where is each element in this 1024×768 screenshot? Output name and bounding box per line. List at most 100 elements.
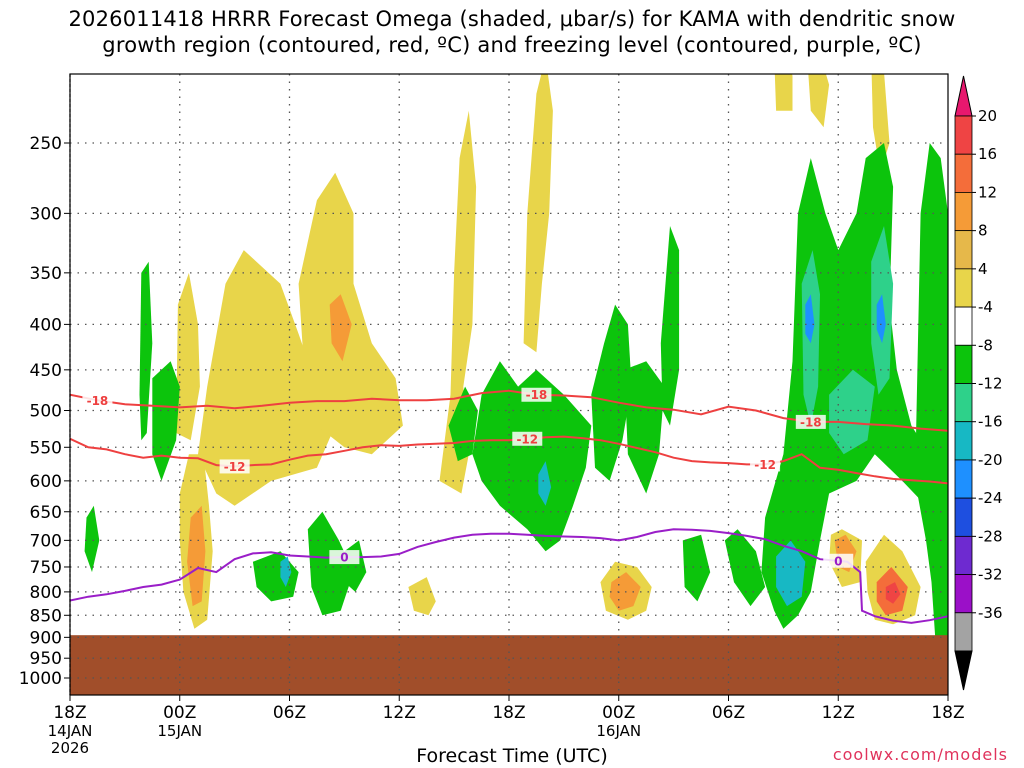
- omega-region: [152, 361, 180, 481]
- omega-region: [298, 172, 403, 455]
- colorbar-label: -24: [978, 489, 1003, 507]
- contour-line--12: [70, 435, 948, 485]
- omega-region: [808, 74, 830, 128]
- y-tick-label: 800: [30, 583, 62, 603]
- colorbar-label: -36: [978, 604, 1003, 622]
- contour-label-bg: [823, 553, 854, 568]
- colorbar-label: 4: [978, 260, 988, 278]
- contour-label-bg: [82, 393, 113, 408]
- y-tick-label: 300: [30, 204, 62, 224]
- colorbar-segment: [954, 268, 973, 308]
- colorbar-label: 16: [978, 145, 997, 163]
- colorbar-label: -4: [978, 298, 993, 316]
- x-tick-label: 06Z: [712, 703, 745, 723]
- colorbar-label: -16: [978, 413, 1003, 431]
- omega-region: [660, 226, 680, 426]
- contour-label-bg: [512, 431, 543, 446]
- colorbar-label: -8: [978, 336, 993, 354]
- x-tick-label: 12Z: [822, 703, 855, 723]
- colorbar-label: -12: [978, 375, 1003, 393]
- contour-label: 0: [834, 554, 842, 568]
- colorbar-segment: [954, 535, 973, 575]
- x-axis-label: Forecast Time (UTC): [416, 745, 608, 767]
- colorbar-segment: [954, 306, 973, 346]
- omega-region: [198, 250, 336, 506]
- contour-label-bg: [750, 457, 781, 472]
- y-tick-label: 950: [30, 649, 62, 669]
- contour-label: -18: [526, 388, 548, 402]
- colorbar-segment: [954, 497, 973, 537]
- colorbar-segment: [954, 115, 973, 155]
- omega-region: [84, 505, 100, 573]
- contour-label-bg: [795, 414, 826, 429]
- omega-region: [139, 261, 153, 441]
- omega-region: [682, 534, 711, 602]
- grid-lines: [70, 74, 948, 695]
- y-tick-label: 350: [30, 264, 62, 284]
- y-tick-label: 750: [30, 558, 62, 578]
- colorbar-segment: [954, 344, 973, 384]
- omega-region: [329, 294, 352, 362]
- omega-region: [915, 143, 948, 638]
- omega-region: [439, 110, 477, 494]
- omega-region: [876, 294, 886, 344]
- x-date-label: 14JAN: [48, 722, 93, 740]
- omega-region: [591, 304, 632, 481]
- colorbar-label: -20: [978, 451, 1003, 469]
- contour-label-bg: [219, 459, 250, 474]
- omega-region: [523, 74, 553, 353]
- colorbar-bottom-arrow: [954, 650, 973, 691]
- y-tick-label: 650: [30, 503, 62, 523]
- omega-region: [538, 461, 552, 506]
- colorbar-label: -32: [978, 566, 1003, 584]
- chart-title-line2: growth region (contoured, red, ºC) and f…: [102, 33, 922, 57]
- omega-region: [774, 74, 793, 111]
- y-tick-label: 850: [30, 606, 62, 626]
- x-tick-label: 18Z: [492, 703, 525, 723]
- omega-shading: [84, 74, 948, 638]
- omega-region: [472, 361, 592, 552]
- colorbar-top-arrow: [954, 75, 973, 117]
- credit-link[interactable]: coolwx.com/models: [832, 745, 1008, 764]
- contour-label-bg: [521, 387, 552, 402]
- colorbar-segment: [954, 192, 973, 232]
- omega-region: [776, 540, 806, 607]
- omega-region: [724, 529, 766, 607]
- contour-label: -18: [87, 394, 109, 408]
- contour-label: -18: [800, 415, 822, 429]
- colorbar-segment: [954, 421, 973, 461]
- y-tick-label: 700: [30, 531, 62, 551]
- contour-label: 0: [340, 551, 348, 565]
- pressure-axis: 2503003504004505005506006507007508008509…: [19, 134, 70, 689]
- y-tick-label: 550: [30, 438, 62, 458]
- omega-region: [176, 272, 200, 441]
- colorbar-segment: [954, 153, 973, 193]
- x-tick-label: 00Z: [602, 703, 635, 723]
- omega-region: [280, 556, 292, 587]
- x-year-label: 2026: [51, 739, 89, 757]
- colorbar-segment: [954, 574, 973, 614]
- omega-region: [408, 577, 436, 616]
- colorbar-segment: [954, 459, 973, 499]
- chart-title: 2026011418 HRRR Forecast Omega (shaded, …: [0, 6, 1024, 58]
- x-tick-label: 06Z: [273, 703, 306, 723]
- omega-region: [805, 294, 815, 344]
- x-date-label: 15JAN: [157, 722, 202, 740]
- y-tick-label: 450: [30, 361, 62, 381]
- omega-region: [885, 582, 901, 604]
- omega-region: [187, 505, 206, 607]
- y-tick-label: 250: [30, 134, 62, 154]
- contour-label: -12: [224, 460, 246, 474]
- colorbar-segment: [954, 230, 973, 270]
- contour-label: -12: [516, 432, 538, 446]
- colorbar-label: -28: [978, 527, 1003, 545]
- chart-title-line1: 2026011418 HRRR Forecast Omega (shaded, …: [68, 7, 956, 31]
- y-tick-label: 600: [30, 472, 62, 492]
- y-tick-label: 500: [30, 402, 62, 422]
- y-tick-label: 900: [30, 628, 62, 648]
- contour-label-bg: [329, 550, 360, 565]
- colorbar-segment: [954, 383, 973, 423]
- colorbar-segment: [954, 612, 973, 652]
- colorbar-label: 12: [978, 183, 997, 201]
